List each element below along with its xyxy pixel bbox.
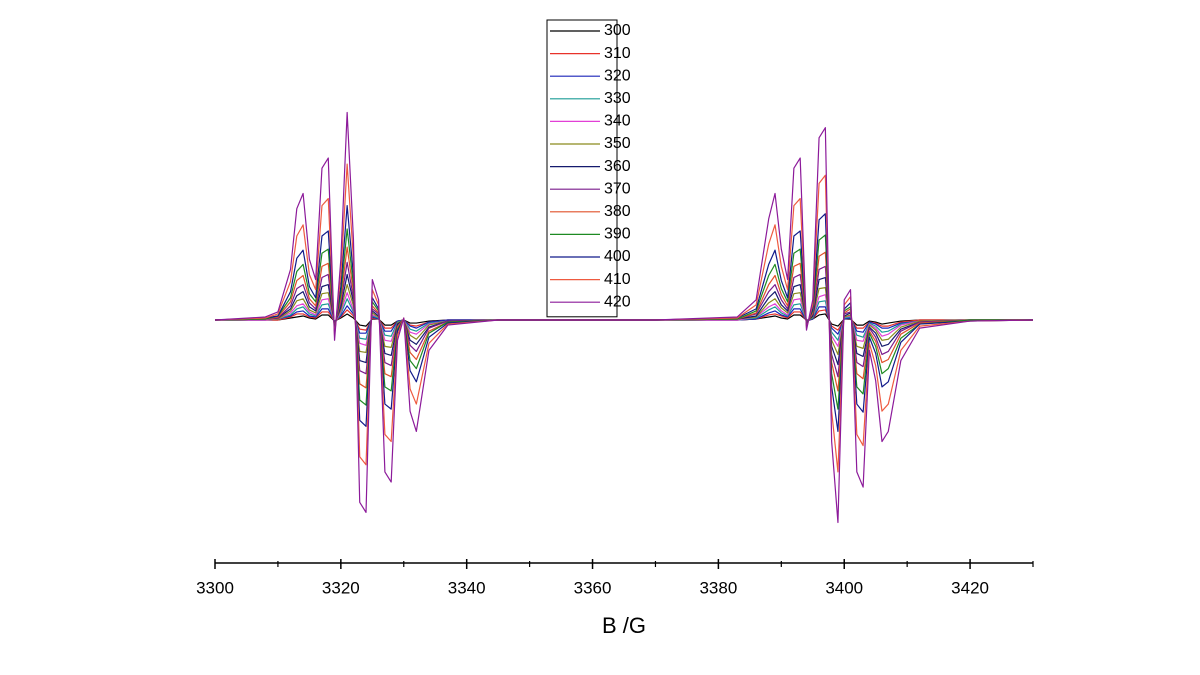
legend-label: 400 <box>604 248 631 265</box>
x-tick-label: 3420 <box>951 578 989 597</box>
legend-label: 300 <box>604 22 631 39</box>
legend-label: 390 <box>604 226 631 243</box>
legend-label: 330 <box>604 90 631 107</box>
spectrum-line <box>214 111 1034 524</box>
legend-label: 360 <box>604 158 631 175</box>
legend-label: 380 <box>604 203 631 220</box>
x-tick-label: 3360 <box>574 578 612 597</box>
legend-label: 370 <box>604 180 631 197</box>
legend-label: 410 <box>604 271 631 288</box>
x-tick-label: 3400 <box>825 578 863 597</box>
legend-label: 340 <box>604 113 631 130</box>
legend-box <box>546 19 618 318</box>
x-tick-label: 3300 <box>196 578 234 597</box>
x-tick-label: 3340 <box>448 578 486 597</box>
legend-label: 320 <box>604 67 631 84</box>
x-tick-label: 3380 <box>699 578 737 597</box>
legend-label: 420 <box>604 293 631 310</box>
x-tick-label: 3320 <box>322 578 360 597</box>
legend: 300 310 320 330 340 350 360 370 380 390 400 410 420 <box>546 19 631 318</box>
x-axis-label: B /G <box>602 613 646 638</box>
legend-label: 350 <box>604 135 631 152</box>
legend-label: 310 <box>604 45 631 62</box>
